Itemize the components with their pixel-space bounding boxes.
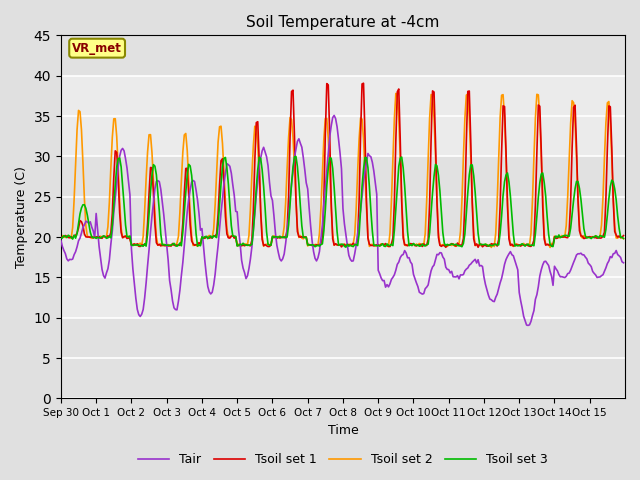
Tsoil set 1 (620, 233, 627, 239)
Tsoil set 1 (618, 234, 626, 240)
Tsoil set 3 (292, 154, 300, 159)
Tsoil set 2 (392, 91, 399, 96)
Tsoil set 3 (461, 231, 468, 237)
Tsoil set 1 (57, 235, 65, 240)
Tair (460, 272, 467, 277)
Tsoil set 3 (342, 244, 349, 250)
Tair (620, 260, 627, 265)
Tsoil set 1 (442, 244, 450, 250)
Tsoil set 1 (360, 80, 367, 86)
Y-axis label: Temperature (C): Temperature (C) (15, 166, 28, 268)
Tsoil set 3 (94, 234, 102, 240)
Legend: Tair, Tsoil set 1, Tsoil set 2, Tsoil set 3: Tair, Tsoil set 1, Tsoil set 2, Tsoil se… (133, 448, 553, 471)
Line: Tair: Tair (61, 116, 623, 325)
Bar (61, 156, 625, 237)
Bar (61, 318, 625, 398)
Tsoil set 2 (346, 241, 354, 247)
Tsoil set 1 (346, 242, 354, 248)
Tair (348, 258, 356, 264)
Tsoil set 3 (545, 231, 552, 237)
Tsoil set 2 (620, 236, 627, 241)
Tair (618, 259, 626, 264)
Line: Tsoil set 3: Tsoil set 3 (61, 156, 623, 247)
Tsoil set 1 (461, 200, 468, 205)
Tsoil set 2 (547, 245, 554, 251)
Line: Tsoil set 2: Tsoil set 2 (61, 94, 623, 248)
Tsoil set 2 (57, 235, 65, 240)
Tsoil set 1 (94, 234, 102, 240)
Tsoil set 3 (57, 235, 65, 240)
Tair (76, 235, 84, 241)
Tsoil set 3 (618, 235, 626, 240)
Tsoil set 2 (618, 235, 626, 240)
Tair (545, 263, 552, 268)
Tsoil set 1 (545, 242, 552, 248)
Tair (94, 227, 102, 232)
Bar (61, 36, 625, 76)
Text: VR_met: VR_met (72, 42, 122, 55)
Tair (330, 113, 338, 119)
Tair (524, 323, 532, 328)
X-axis label: Time: Time (328, 424, 358, 437)
Tsoil set 2 (94, 235, 102, 241)
Tair (57, 238, 65, 243)
Line: Tsoil set 1: Tsoil set 1 (61, 83, 623, 247)
Tsoil set 3 (76, 211, 84, 217)
Tsoil set 2 (76, 109, 84, 115)
Title: Soil Temperature at -4cm: Soil Temperature at -4cm (246, 15, 440, 30)
Tsoil set 2 (543, 242, 551, 248)
Tsoil set 3 (620, 236, 627, 241)
Tsoil set 2 (460, 154, 467, 159)
Tsoil set 3 (349, 244, 357, 250)
Tsoil set 1 (76, 217, 84, 223)
